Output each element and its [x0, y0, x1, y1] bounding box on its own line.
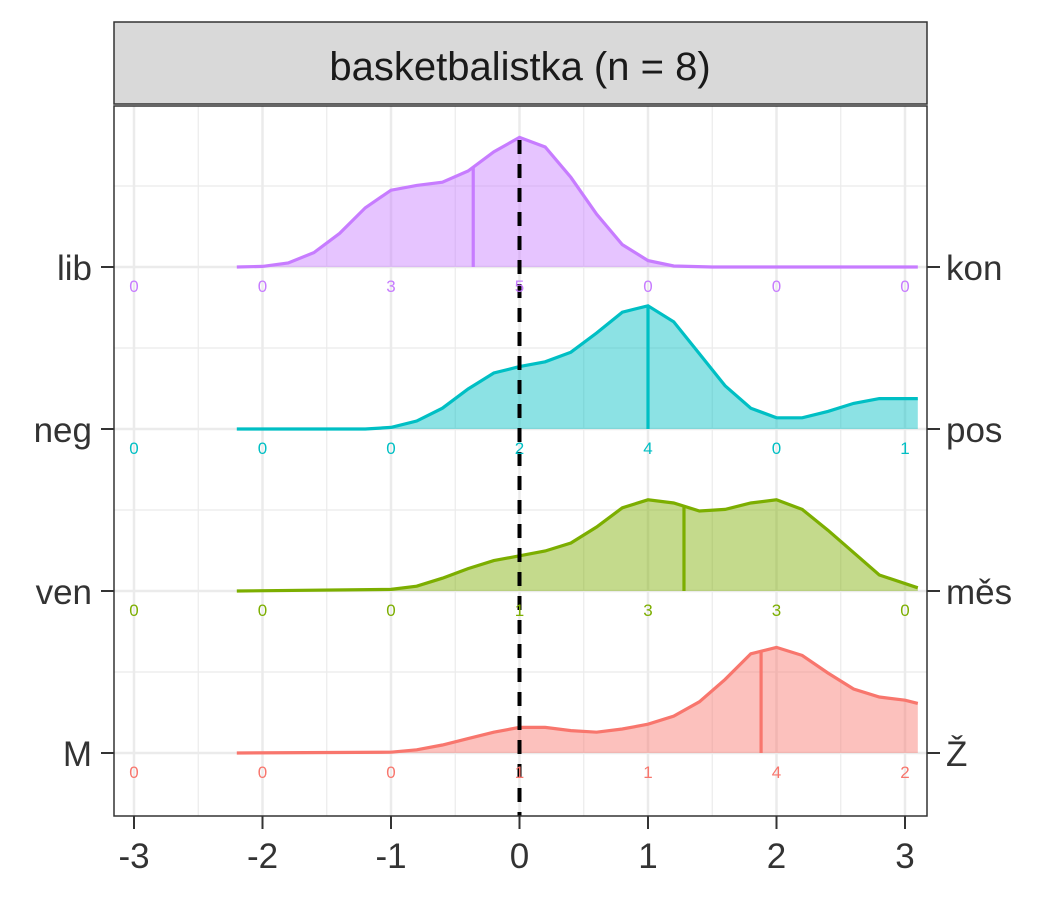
x-tick-label: -3	[118, 837, 149, 876]
count-label: 0	[386, 601, 395, 620]
y-right-label: měs	[946, 573, 1012, 612]
y-right-label: kon	[946, 249, 1002, 288]
y-left-label: ven	[36, 573, 92, 612]
count-label: 1	[515, 763, 524, 782]
y-left-label: M	[63, 735, 92, 774]
facet-strip	[113, 21, 928, 105]
y-right-label: Ž	[946, 735, 967, 774]
count-label: 0	[772, 277, 781, 296]
density-area	[236, 137, 918, 267]
x-tick-label: 2	[767, 837, 786, 876]
density-area	[236, 647, 918, 753]
x-tick-label: -2	[247, 837, 278, 876]
x-tick-label: 0	[510, 837, 529, 876]
count-label: 3	[772, 601, 781, 620]
facet-title: basketbalistka (n = 8)	[329, 45, 710, 89]
density-line	[236, 645, 919, 755]
y-axis-right: kon pos měs Ž	[927, 249, 1012, 774]
y-axis-left: lib neg ven M	[34, 249, 114, 774]
counts-layer: 0 0 3 5 0 0 0 0 0 0 2 4 0 1 0 0 0 1 3 3 0 0 0 0 1 1 4 2	[129, 277, 909, 782]
count-label: 2	[515, 439, 524, 458]
density-area	[236, 305, 918, 429]
density-line	[236, 304, 918, 431]
count-label: 1	[643, 763, 652, 782]
x-axis: -3 -2 -1 0 1 2 3	[118, 816, 915, 876]
count-label: 0	[129, 763, 138, 782]
x-tick-label: 3	[895, 837, 914, 876]
ridges-layer	[236, 135, 919, 755]
count-label: 5	[515, 277, 524, 296]
ridge-ven-měs	[236, 498, 919, 593]
count-label: 0	[258, 439, 267, 458]
count-label: 0	[772, 439, 781, 458]
density-line	[236, 135, 918, 269]
count-label: 0	[258, 763, 267, 782]
x-tick-label: -1	[375, 837, 406, 876]
density-area	[236, 499, 918, 591]
count-label: 4	[772, 763, 781, 782]
count-label: 3	[386, 277, 395, 296]
count-label: 0	[129, 277, 138, 296]
count-label: 0	[900, 277, 909, 296]
x-tick-label: 1	[638, 837, 657, 876]
count-label: 0	[258, 601, 267, 620]
count-label: 1	[900, 439, 909, 458]
y-right-label: pos	[946, 411, 1002, 450]
count-label: 0	[643, 277, 652, 296]
y-left-label: neg	[34, 411, 92, 450]
count-label: 0	[258, 277, 267, 296]
count-label: 0	[386, 763, 395, 782]
count-label: 0	[129, 439, 138, 458]
density-line	[236, 498, 919, 593]
count-label: 1	[515, 601, 524, 620]
ridge-lib-kon	[236, 135, 918, 269]
count-label: 4	[643, 439, 652, 458]
y-left-label: lib	[57, 249, 92, 288]
count-label: 2	[900, 763, 909, 782]
count-label: 0	[900, 601, 909, 620]
count-label: 3	[643, 601, 652, 620]
count-label: 0	[129, 601, 138, 620]
ridge-neg-pos	[236, 304, 918, 431]
count-label: 0	[386, 439, 395, 458]
ridge-M-Ž	[236, 645, 919, 755]
